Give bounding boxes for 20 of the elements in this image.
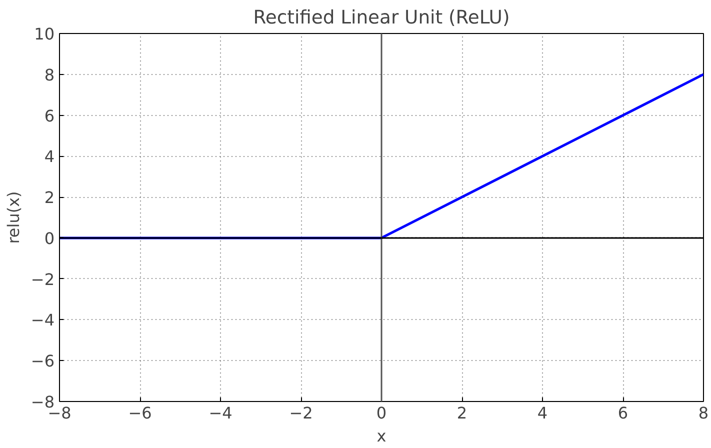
x-tick-label: −6: [128, 404, 152, 422]
y-axis-title: relu(x): [4, 191, 23, 244]
y-tick-label: −4: [30, 310, 55, 330]
y-tick-label: 0: [44, 228, 55, 248]
x-tick-label: −4: [208, 404, 232, 422]
x-tick-label: 2: [456, 404, 468, 422]
y-tick-label: 10: [34, 24, 54, 44]
x-tick-label: 0: [376, 404, 387, 422]
y-tick-label: 6: [44, 106, 55, 126]
x-tick-label: 6: [618, 404, 628, 422]
chart-title: Rectified Linear Unit (ReLU): [253, 8, 510, 28]
y-tick-label: 4: [44, 147, 55, 166]
y-tick-label: 2: [44, 188, 55, 208]
x-tick-label: 8: [698, 404, 709, 422]
y-tick-label: −2: [30, 270, 55, 289]
y-tick-label: 8: [44, 65, 55, 84]
x-tick-label: 4: [537, 404, 548, 422]
y-tick-label: −6: [30, 352, 55, 371]
x-axis-title: x: [376, 426, 386, 446]
x-tick-label: −2: [289, 404, 313, 422]
